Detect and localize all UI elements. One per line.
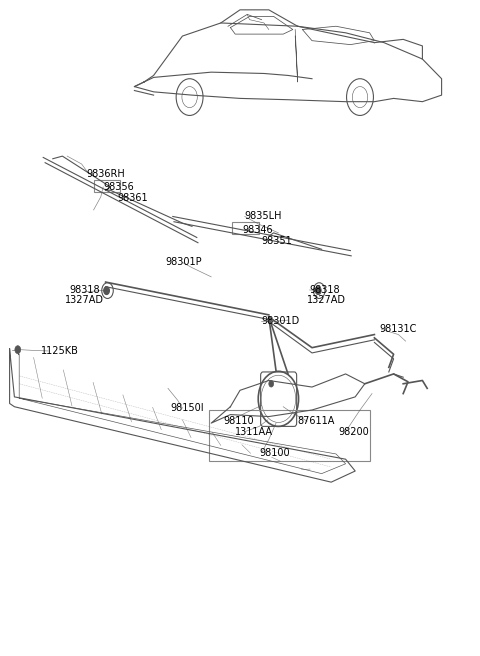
Text: 1327AD: 1327AD bbox=[307, 295, 346, 305]
Bar bbox=[209, 410, 370, 461]
Circle shape bbox=[315, 287, 321, 295]
Text: 98346: 98346 bbox=[242, 224, 273, 235]
Text: 98318: 98318 bbox=[70, 285, 100, 295]
Text: 9835LH: 9835LH bbox=[245, 211, 282, 222]
Text: 98301P: 98301P bbox=[166, 257, 202, 268]
Text: 98200: 98200 bbox=[338, 426, 369, 437]
Text: 98100: 98100 bbox=[259, 447, 290, 458]
Text: 98301D: 98301D bbox=[262, 316, 300, 327]
Text: 98318: 98318 bbox=[310, 285, 340, 295]
Text: 98351: 98351 bbox=[262, 236, 292, 246]
Text: 98131C: 98131C bbox=[379, 324, 417, 335]
Text: 98150I: 98150I bbox=[170, 403, 204, 413]
Circle shape bbox=[15, 346, 21, 354]
Text: 9836RH: 9836RH bbox=[86, 169, 125, 179]
Circle shape bbox=[269, 380, 274, 387]
Text: 1327AD: 1327AD bbox=[65, 295, 104, 305]
Text: 98361: 98361 bbox=[118, 193, 148, 203]
Text: 1311AA: 1311AA bbox=[235, 426, 273, 437]
Text: 98110: 98110 bbox=[223, 416, 254, 426]
Bar bbox=[94, 180, 120, 192]
Text: 98356: 98356 bbox=[103, 182, 134, 192]
Bar bbox=[232, 222, 259, 234]
Text: 87611A: 87611A bbox=[298, 416, 335, 426]
Text: 1125KB: 1125KB bbox=[41, 346, 79, 356]
Circle shape bbox=[104, 287, 109, 295]
